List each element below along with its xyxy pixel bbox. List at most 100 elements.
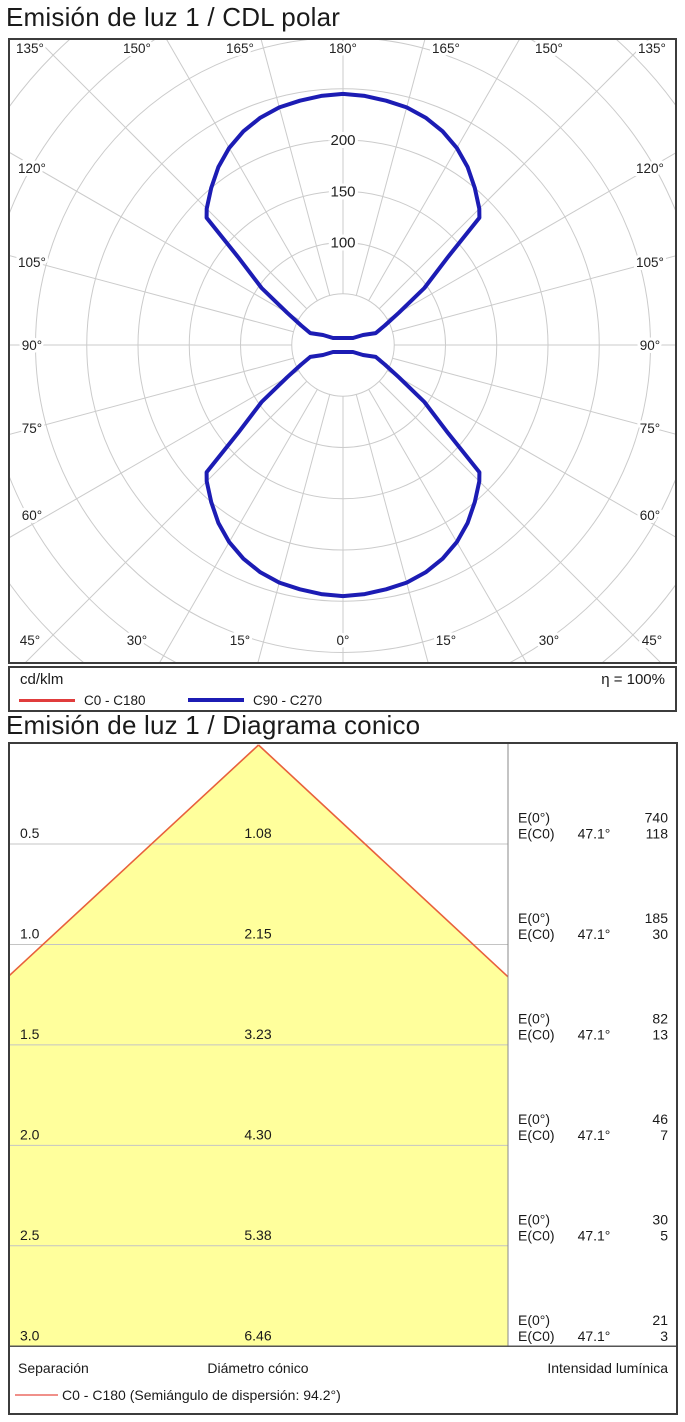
polar-ring-value-label: 200 <box>330 132 355 149</box>
polar-diagram: 100 150 200 135° 150° 165° 180° 165° 150° 135° 45°… <box>8 38 677 664</box>
cone-row-ec0-label: E(C0) <box>518 1227 555 1243</box>
polar-angle-label-right: 120° <box>636 161 664 176</box>
cone-row-separation-label: 2.5 <box>20 1227 40 1243</box>
polar-ring-value-label: 100 <box>330 235 355 252</box>
polar-angle-label-bottom: 0° <box>337 633 350 648</box>
cone-fill <box>8 745 508 1347</box>
cone-row-angle-value: 47.1° <box>578 1227 611 1243</box>
cone-row-e0-label: E(0°) <box>518 1111 550 1127</box>
polar-legend-unit: cd/klm <box>20 671 64 688</box>
cone-row-e0-value: 740 <box>645 810 669 826</box>
cone-row-ec0-value: 3 <box>660 1328 668 1344</box>
polar-angle-label-top: 135° <box>638 41 666 56</box>
polar-grid-spoke <box>10 152 299 320</box>
footer-separation-label: Separación <box>18 1360 89 1376</box>
polar-curve-c90-lower-lobe <box>204 350 482 599</box>
polar-grid-spoke <box>159 389 318 662</box>
polar-grid-spoke <box>10 357 294 435</box>
legend-line-c0-c180 <box>19 698 75 702</box>
cone-row-ec0-label: E(C0) <box>518 826 555 842</box>
cone-row-separation-label: 2.0 <box>20 1126 40 1142</box>
cone-row-angle-value: 47.1° <box>578 926 611 942</box>
cone-chart-title: Emisión de luz 1 / Diagrama conico <box>6 710 421 740</box>
polar-angle-label-left: 120° <box>18 161 46 176</box>
polar-grid-spoke <box>378 40 649 310</box>
polar-angle-label-top: 135° <box>16 41 44 56</box>
legend-line-c90-c270 <box>188 698 244 702</box>
polar-border <box>8 38 677 664</box>
cone-legend-line <box>15 1394 58 1396</box>
footer-luminous-intensity-label: Intensidad lumínica <box>547 1360 668 1376</box>
cone-row-diameter-label: 2.15 <box>244 925 271 941</box>
cone-row-ec0-label: E(C0) <box>518 926 555 942</box>
polar-grid-spoke <box>10 370 299 538</box>
polar-angle-label-bottom: 45° <box>642 633 662 648</box>
polar-grid-spoke <box>37 40 308 310</box>
polar-grid <box>10 40 675 662</box>
cone-row-diameter-label: 6.46 <box>244 1327 271 1343</box>
cone-row-e0-value: 21 <box>652 1312 668 1328</box>
cone-row-angle-value: 47.1° <box>578 1127 611 1143</box>
polar-angle-label-right: 60° <box>640 508 660 523</box>
legend-item-c0-c180: C0 - C180 <box>19 692 146 708</box>
cone-row-e0-value: 82 <box>652 1010 668 1026</box>
polar-angle-label-right: 75° <box>640 421 660 436</box>
polar-grid-spoke <box>392 357 675 435</box>
cone-row-ec0-value: 30 <box>652 926 668 942</box>
polar-angle-label-top: 180° <box>329 41 357 56</box>
polar-angle-label-bottom: 15° <box>230 633 250 648</box>
cone-row-separation-label: 1.5 <box>20 1026 40 1042</box>
polar-angle-label-bottom: 45° <box>20 633 40 648</box>
polar-grid-spoke <box>10 255 294 333</box>
polar-angle-label-right: 90° <box>640 338 660 353</box>
cone-row-ec0-value: 13 <box>652 1026 668 1042</box>
polar-grid-spoke <box>387 370 675 538</box>
cone-row-ec0-label: E(C0) <box>518 1127 555 1143</box>
polar-grid-spoke <box>355 40 426 296</box>
polar-chart-title: Emisión de luz 1 / CDL polar <box>6 2 341 32</box>
polar-legend: cd/klm η = 100% C0 - C180 C90 - C270 <box>8 666 677 712</box>
polar-grid-spoke <box>166 40 318 301</box>
polar-grid-spoke <box>25 380 308 662</box>
polar-ring-value-label: 150 <box>330 183 355 200</box>
cone-row-ec0-label: E(C0) <box>518 1026 555 1042</box>
polar-angle-label-left: 105° <box>18 255 46 270</box>
cone-row-diameter-label: 4.30 <box>244 1126 271 1142</box>
cone-row-e0-label: E(0°) <box>518 1312 550 1328</box>
polar-angle-label-bottom: 30° <box>539 633 559 648</box>
cone-border <box>8 742 678 1415</box>
polar-angle-label-top: 165° <box>432 41 460 56</box>
cone-edge-left <box>8 744 260 978</box>
polar-grid-spoke <box>355 394 429 662</box>
cone-row-ec0-label: E(C0) <box>518 1328 555 1344</box>
footer-cone-diameter-label: Diámetro cónico <box>207 1360 309 1376</box>
polar-angle-label-top: 165° <box>226 41 254 56</box>
cone-legend-label: C0 - C180 (Semiángulo de dispersión: 94.… <box>62 1387 341 1403</box>
polar-angle-label-bottom: 15° <box>436 633 456 648</box>
cone-row-ec0-value: 118 <box>646 826 669 842</box>
cone-row-e0-value: 185 <box>645 910 669 926</box>
legend-label-c0-c180: C0 - C180 <box>84 692 146 708</box>
cone-row-ec0-value: 5 <box>660 1227 668 1243</box>
polar-grid-spoke <box>368 40 520 301</box>
cone-row-e0-value: 46 <box>652 1111 668 1127</box>
cone-edge-right <box>257 744 509 978</box>
cone-row-angle-value: 47.1° <box>578 1026 611 1042</box>
cone-row-e0-value: 30 <box>652 1211 668 1227</box>
polar-grid-spoke <box>257 394 331 662</box>
cone-row-separation-label: 1.0 <box>20 925 40 941</box>
polar-angle-label-top: 150° <box>123 41 151 56</box>
cone-row-e0-label: E(0°) <box>518 1010 550 1026</box>
polar-angle-label-left: 90° <box>22 338 42 353</box>
polar-angle-label-left: 60° <box>22 508 42 523</box>
cone-row-separation-label: 0.5 <box>20 825 40 841</box>
cone-row-diameter-label: 3.23 <box>244 1026 271 1042</box>
polar-angle-label-bottom: 30° <box>127 633 147 648</box>
cone-row-e0-label: E(0°) <box>518 1211 550 1227</box>
cone-row-angle-value: 47.1° <box>578 1328 611 1344</box>
legend-item-c90-c270: C90 - C270 <box>188 692 322 708</box>
polar-curve-c90-upper-lobe <box>204 91 482 340</box>
cone-row-separation-label: 3.0 <box>20 1327 40 1343</box>
